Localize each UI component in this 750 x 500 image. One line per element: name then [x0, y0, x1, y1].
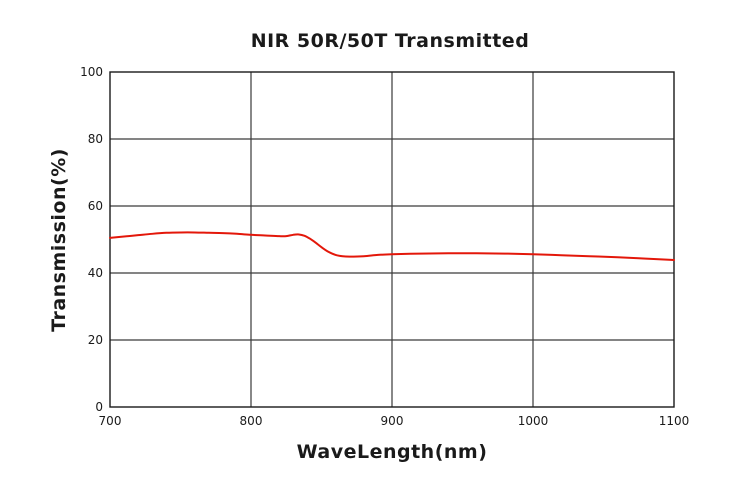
y-axis-label: Transmission(%) — [48, 148, 70, 332]
y-tick-label: 40 — [88, 266, 103, 280]
y-tick-label: 80 — [88, 132, 103, 146]
x-axis-label: WaveLength(nm) — [297, 441, 488, 463]
chart-title: NIR 50R/50T Transmitted — [251, 30, 530, 52]
plot-frame — [109, 71, 675, 408]
y-tick-labels: 0 20 40 60 80 100 — [80, 65, 103, 414]
series-layer — [109, 231, 675, 261]
y-tick-label: 100 — [80, 65, 103, 79]
y-tick-label: 60 — [88, 199, 103, 213]
x-tick-labels: 700 800 900 1000 1100 — [99, 414, 690, 428]
x-tick-label: 1000 — [518, 414, 549, 428]
x-tick-label: 700 — [99, 414, 122, 428]
y-tick-label: 0 — [95, 400, 103, 414]
x-tick-label: 1100 — [659, 414, 690, 428]
grid-lines — [110, 72, 674, 407]
x-tick-label: 900 — [381, 414, 404, 428]
x-tick-label: 800 — [240, 414, 263, 428]
transmission-series-line — [109, 231, 675, 261]
y-tick-label: 20 — [88, 333, 103, 347]
